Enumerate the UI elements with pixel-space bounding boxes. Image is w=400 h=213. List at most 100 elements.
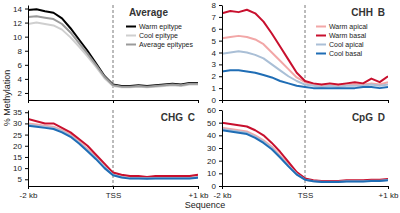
tick-label: 10 (13, 164, 22, 173)
series-line (28, 16, 198, 86)
tick-mark (25, 112, 28, 113)
x-tick (113, 100, 114, 103)
y-tick: 5 (18, 175, 28, 184)
legend-swatch (316, 44, 326, 46)
reference-lines (305, 110, 306, 186)
tick-mark (25, 51, 28, 52)
tick-mark (25, 93, 28, 94)
panel: 2468101214AverageWarm epitypeCool epityp… (13, 5, 198, 103)
y-axis: 012345678 (212, 1, 223, 105)
tick-mark (25, 123, 28, 124)
reference-lines (305, 5, 306, 100)
legend-label: Cool apical (329, 41, 364, 49)
tick-label: 3 (212, 60, 217, 69)
y-tick: 30 (207, 144, 222, 153)
y-axis-title: % Methylation (2, 70, 12, 127)
y-tick: 2 (18, 89, 28, 98)
legend-label: Warm epitype (139, 23, 182, 31)
tick-label: +1 kb (189, 191, 209, 200)
tick-mark (219, 135, 222, 136)
panel-letter: D (378, 112, 385, 123)
tick-mark (219, 173, 222, 174)
tick-label: 20 (207, 157, 216, 166)
series-line (222, 36, 388, 86)
tick-mark (113, 186, 114, 189)
legend-swatch (316, 26, 326, 28)
legend: Warm apicalWarm basalCool apicalCool bas… (316, 23, 368, 57)
axis-line (222, 6, 223, 101)
tick-mark (25, 179, 28, 180)
x-tick (305, 100, 306, 103)
x-tick: +1 kb (189, 186, 209, 200)
series-line (222, 70, 388, 88)
tick-label: -2 kb (214, 191, 232, 200)
y-axis: 2468101214 (13, 5, 28, 101)
tick-mark (305, 100, 306, 103)
panel-letter: C (188, 112, 195, 123)
y-tick: 60 (207, 106, 222, 115)
legend-swatch (126, 26, 136, 28)
series-line (28, 126, 198, 179)
legend-label: Warm apical (329, 23, 368, 31)
tick-label: -2 kb (20, 191, 38, 200)
tick-label: 10 (207, 169, 216, 178)
y-tick: 20 (13, 142, 28, 151)
tick-mark (198, 100, 199, 103)
series-line (28, 9, 198, 86)
y-tick: 6 (18, 61, 28, 70)
y-axis: 5101520253035 (13, 108, 28, 186)
y-tick: 8 (18, 47, 28, 56)
tick-mark (25, 146, 28, 147)
x-tick: -2 kb (20, 186, 38, 200)
tick-label: TSS (106, 191, 122, 200)
series-line (28, 123, 198, 178)
tick-label: 4 (18, 75, 23, 84)
x-axis (223, 100, 389, 103)
tick-mark (219, 76, 222, 77)
x-tick: -2 kb (214, 186, 232, 200)
y-tick: 0 (212, 96, 222, 105)
tick-mark (25, 65, 28, 66)
tick-label: 1 (212, 84, 217, 93)
y-tick: 6 (212, 25, 222, 34)
x-axis: -2 kbTSS+1 kb (214, 186, 399, 200)
tick-label: 6 (212, 25, 217, 34)
panel-title: CHH (351, 7, 373, 18)
series-line (222, 130, 388, 182)
plot-area (28, 119, 198, 179)
plot-area (222, 123, 388, 182)
panel: 012345678CHHBWarm apicalWarm basalCool a… (212, 1, 389, 105)
series-line (222, 51, 388, 87)
y-axis: 0102030405060 (207, 106, 222, 191)
plot-area (28, 9, 198, 87)
tick-mark (305, 186, 306, 189)
tick-label: TSS (298, 191, 314, 200)
tick-mark (219, 100, 222, 101)
panel-letter: B (378, 7, 385, 18)
y-tick: 25 (13, 131, 28, 140)
y-tick: 0 (212, 182, 222, 191)
y-tick: 10 (13, 164, 28, 173)
tick-mark (25, 157, 28, 158)
tick-label: 7 (212, 13, 217, 22)
tick-label: 15 (13, 153, 22, 162)
y-tick: 1 (212, 84, 222, 93)
panel: -2 kbTSS+1 kb0102030405060CpGD (207, 106, 399, 200)
tick-label: 60 (207, 106, 216, 115)
series-line (222, 123, 388, 181)
tick-label: 6 (18, 61, 23, 70)
tick-mark (388, 100, 389, 103)
tick-mark (219, 53, 222, 54)
y-tick: 8 (212, 1, 222, 10)
series-line (28, 23, 198, 88)
series-line (222, 10, 388, 85)
tick-label: 30 (207, 144, 216, 153)
tick-mark (25, 135, 28, 136)
x-axis-title: Sequence (185, 200, 226, 210)
axis-line (28, 111, 29, 187)
tick-mark (219, 64, 222, 65)
y-tick: 10 (207, 169, 222, 178)
legend-swatch (316, 35, 326, 37)
tick-label: 14 (13, 5, 22, 14)
tick-mark (219, 161, 222, 162)
